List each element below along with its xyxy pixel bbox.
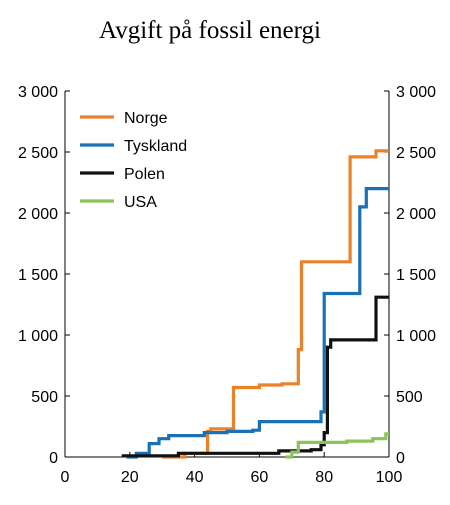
y-tick-label-left: 0 <box>49 450 58 467</box>
legend-label-norge: Norge <box>124 110 168 127</box>
y-tick-label-right: 2 500 <box>396 145 436 162</box>
y-tick-label-left: 3 000 <box>18 84 58 101</box>
y-tick-label-right: 1 500 <box>396 267 436 284</box>
y-tick-label-left: 2 000 <box>18 206 58 223</box>
x-tick-label: 0 <box>61 469 70 486</box>
y-tick-label-left: 500 <box>31 389 58 406</box>
series-line-usa <box>285 432 389 459</box>
legend-label-polen: Polen <box>124 166 165 183</box>
series-layer <box>121 149 389 459</box>
series-line-tyskland <box>126 187 389 459</box>
legend-label-tyskland: Tyskland <box>124 138 187 155</box>
x-tick-label: 20 <box>121 469 139 486</box>
legend: Norge Tyskland Polen USA <box>80 110 187 211</box>
y-tick-label-right: 2 000 <box>396 206 436 223</box>
y-tick-label-right: 500 <box>396 389 423 406</box>
series-line-polen <box>121 295 389 458</box>
chart-title: Avgift på fossil energi <box>99 17 321 44</box>
y-tick-label-right: 0 <box>396 450 405 467</box>
x-tick-label: 80 <box>315 469 333 486</box>
x-tick-label: 100 <box>376 469 403 486</box>
y-tick-label-left: 1 000 <box>18 328 58 345</box>
y-tick-label-left: 1 500 <box>18 267 58 284</box>
series-line-norge <box>162 149 389 459</box>
y-tick-label-left: 2 500 <box>18 145 58 162</box>
legend-label-usa: USA <box>124 194 157 211</box>
x-tick-label: 40 <box>186 469 204 486</box>
y-tick-label-right: 3 000 <box>396 84 436 101</box>
y-tick-label-right: 1 000 <box>396 328 436 345</box>
x-tick-label: 60 <box>251 469 269 486</box>
